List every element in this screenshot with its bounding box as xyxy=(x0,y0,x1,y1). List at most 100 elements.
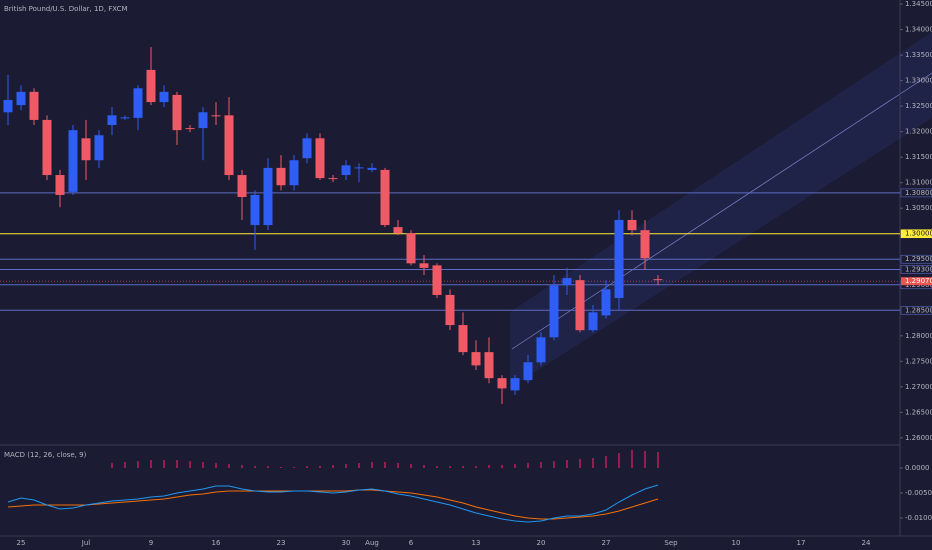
macd-y-tick-label: -0.0100 xyxy=(905,514,932,522)
candle-body xyxy=(81,138,91,161)
candle-body xyxy=(289,160,299,186)
y-tick-label: 1.34500 xyxy=(905,0,932,8)
candle-body xyxy=(419,263,429,268)
candle-body xyxy=(328,178,338,180)
y-tick-label: 1.33500 xyxy=(905,51,932,59)
candle-body xyxy=(497,378,507,389)
candle-body xyxy=(276,167,286,186)
x-tick-label: 13 xyxy=(472,539,481,547)
candle-body xyxy=(302,138,312,159)
candle-body xyxy=(211,115,221,117)
macd-histogram-bar xyxy=(319,466,321,468)
candle-body xyxy=(224,115,234,176)
chart-title: British Pound/U.S. Dollar, 1D, FXCM xyxy=(4,5,128,13)
candle-body xyxy=(16,91,26,106)
candle-body xyxy=(341,165,351,176)
macd-histogram-bar xyxy=(163,460,165,468)
y-tick-label: 1.27500 xyxy=(905,357,932,365)
x-tick-label: Sep xyxy=(664,539,678,547)
macd-line xyxy=(7,484,659,523)
level-label-box xyxy=(900,229,932,239)
macd-histogram-bar xyxy=(449,466,451,468)
macd-histogram-bar xyxy=(371,462,373,468)
candle-body xyxy=(380,169,390,226)
candle-body xyxy=(549,285,559,338)
candle-body xyxy=(315,138,325,179)
macd-histogram-bar xyxy=(514,464,516,468)
y-tick-label: 1.32500 xyxy=(905,102,932,110)
candle-body xyxy=(653,279,663,281)
macd-histogram-bar xyxy=(631,450,633,468)
macd-histogram-bar xyxy=(280,467,282,468)
macd-y-tick-label: -0.0050 xyxy=(905,489,932,497)
macd-histogram-bar xyxy=(644,451,646,468)
candle-body xyxy=(601,289,611,316)
x-tick-label: 20 xyxy=(537,539,546,547)
macd-histogram-bar xyxy=(553,461,555,468)
y-tick-label: 1.26000 xyxy=(905,434,932,442)
macd-histogram-bar xyxy=(475,466,477,468)
y-tick-label: 1.31000 xyxy=(905,179,932,187)
candle-body xyxy=(354,167,364,169)
macd-histogram-bar xyxy=(579,459,581,468)
y-tick-label: 1.26500 xyxy=(905,408,932,416)
macd-histogram-bar xyxy=(202,462,204,468)
level-label: 1.30800 xyxy=(905,189,932,197)
macd-histogram-bar xyxy=(306,466,308,468)
y-tick-label: 1.28000 xyxy=(905,332,932,340)
candle-body xyxy=(250,194,260,226)
macd-histogram-bar xyxy=(111,463,113,468)
candle-body xyxy=(198,112,208,129)
x-tick-label: 16 xyxy=(212,539,221,547)
macd-histogram-bar xyxy=(501,465,503,468)
level-label-box xyxy=(900,188,932,198)
regression-channel xyxy=(510,32,932,388)
candle-body xyxy=(406,233,416,264)
candle-body xyxy=(627,219,637,231)
level-label: 1.29500 xyxy=(905,255,932,263)
last-price-box xyxy=(901,277,932,286)
macd-histogram-bar xyxy=(358,463,360,468)
macd-histogram-bar xyxy=(410,464,412,468)
candle-body xyxy=(432,265,442,295)
macd-histogram-bar xyxy=(397,463,399,468)
macd-histogram-bar xyxy=(605,456,607,468)
x-tick-label: Jul xyxy=(81,539,91,547)
y-tick-label: 1.32000 xyxy=(905,128,932,136)
candle-body xyxy=(55,175,65,195)
macd-histogram-bar xyxy=(592,458,594,468)
candle-body xyxy=(484,352,494,379)
candle-body xyxy=(445,294,455,326)
x-tick-label: 27 xyxy=(602,539,611,547)
candle-body xyxy=(523,362,533,381)
candle-body xyxy=(29,91,39,120)
macd-histogram-bar xyxy=(215,463,217,468)
candle-body xyxy=(3,100,13,113)
macd-title: MACD (12, 26, close, 9) xyxy=(4,451,87,459)
macd-histogram-bar xyxy=(462,466,464,468)
macd-histogram-bar xyxy=(566,460,568,468)
macd-histogram-bar xyxy=(293,467,295,468)
y-tick-label: 1.34000 xyxy=(905,26,932,34)
candle-body xyxy=(120,117,130,119)
candle-body xyxy=(42,119,52,176)
x-tick-label: 6 xyxy=(409,539,414,547)
level-label: 1.30000 xyxy=(905,230,932,238)
macd-histogram-bar xyxy=(540,462,542,468)
macd-histogram-bar xyxy=(332,465,334,468)
macd-histogram-bar xyxy=(345,464,347,468)
candle-body xyxy=(562,278,572,286)
level-label: 1.29300 xyxy=(905,265,932,273)
x-tick-label: 24 xyxy=(862,539,871,547)
level-label-box xyxy=(900,265,932,274)
candle-body xyxy=(68,130,78,192)
candle-body xyxy=(94,135,104,161)
macd-histogram-bar xyxy=(618,453,620,468)
level-label-box xyxy=(900,254,932,264)
x-tick-label: 23 xyxy=(277,539,286,547)
candle-body xyxy=(146,69,156,103)
x-tick-label: 10 xyxy=(732,539,741,547)
macd-histogram-bar xyxy=(137,461,139,468)
candle-body xyxy=(159,91,169,103)
